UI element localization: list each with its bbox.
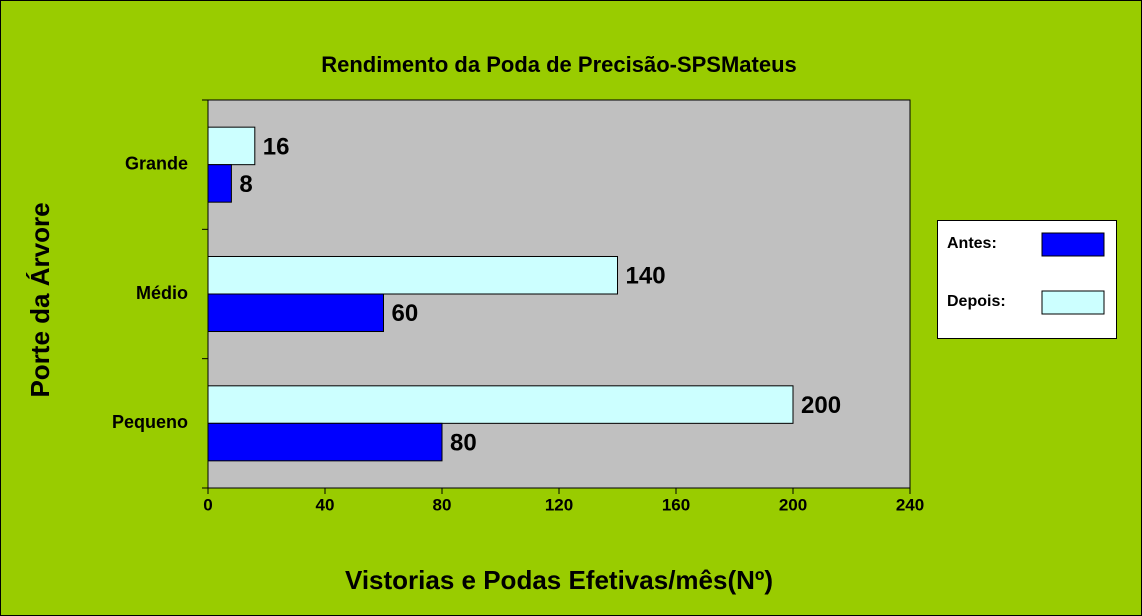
y-tick-label: Pequeno — [112, 412, 188, 432]
x-tick-label: 240 — [896, 495, 924, 514]
chart-title: Rendimento da Poda de Precisão-SPSMateus — [321, 52, 797, 77]
x-tick-label: 40 — [316, 495, 335, 514]
x-axis-title: Vistorias e Podas Efetivas/mês(Nº) — [345, 565, 773, 595]
data-label: 200 — [801, 392, 841, 419]
bar — [207, 126, 256, 166]
x-tick-label: 200 — [779, 495, 807, 514]
legend-label: Depois: — [947, 293, 1006, 310]
data-label: 8 — [239, 171, 252, 198]
bar — [207, 164, 232, 203]
data-label: 80 — [450, 429, 477, 456]
x-tick-label: 0 — [203, 495, 212, 514]
legend-swatch — [1041, 290, 1105, 315]
data-label: 60 — [392, 300, 419, 327]
x-tick-label: 80 — [433, 495, 452, 514]
x-tick-label: 120 — [545, 495, 573, 514]
data-label: 140 — [626, 263, 666, 290]
legend-label: Antes: — [947, 235, 997, 252]
bar — [207, 385, 794, 424]
bar — [207, 422, 443, 462]
bar — [207, 293, 384, 333]
y-tick-label: Médio — [136, 283, 188, 303]
data-label: 16 — [263, 133, 290, 160]
y-axis-title: Porte da Árvore — [25, 202, 55, 397]
bar — [207, 255, 618, 295]
y-tick-label: Grande — [125, 153, 188, 173]
legend-swatch — [1041, 232, 1105, 257]
x-tick-label: 160 — [662, 495, 690, 514]
